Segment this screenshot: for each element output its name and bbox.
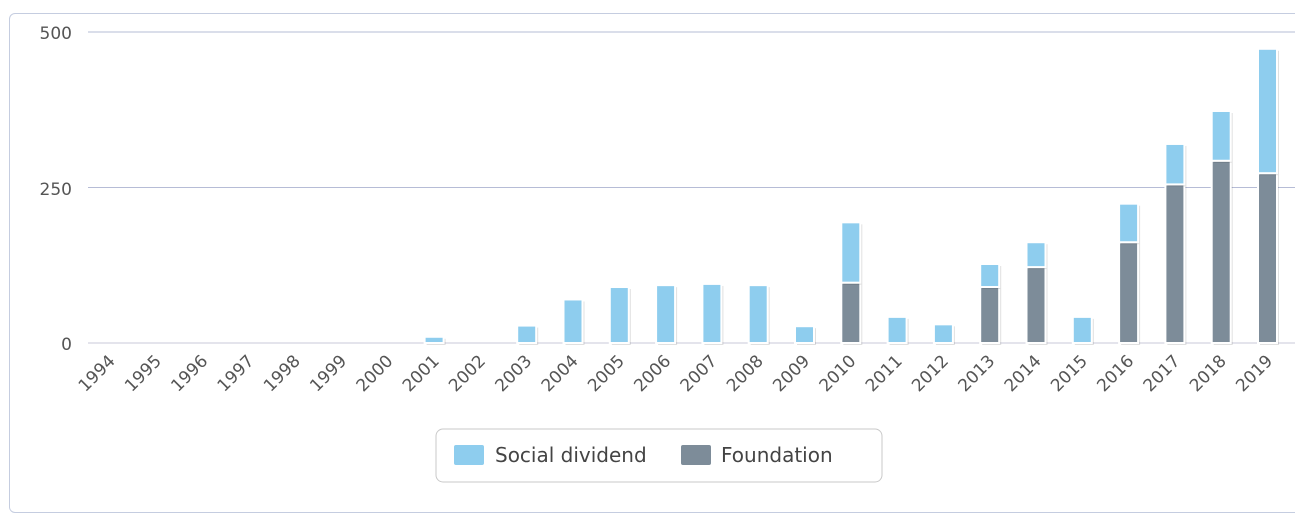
legend-item-foundation[interactable]: Foundation <box>681 443 833 467</box>
bar-social-dividend-2015[interactable] <box>1071 315 1093 345</box>
bar-social-dividend-2008[interactable] <box>747 284 769 344</box>
bar-social-dividend-2017[interactable] <box>1164 142 1186 186</box>
legend-box <box>435 428 883 483</box>
bar-social-dividend-2013[interactable] <box>979 263 1001 289</box>
bar-social-dividend-2003[interactable] <box>516 324 538 345</box>
bars <box>423 47 1279 345</box>
bar-foundation-2014[interactable] <box>1025 266 1047 344</box>
legend-swatch-social-dividend <box>454 445 484 465</box>
bar-social-dividend-2011[interactable] <box>886 315 908 345</box>
y-tick-label: 250 <box>40 180 72 200</box>
legend-label-social-dividend: Social dividend <box>495 443 647 467</box>
x-tick-label: 2013 <box>955 351 1000 396</box>
x-tick-label: 2016 <box>1093 351 1138 396</box>
legend: Social dividend Foundation <box>435 428 883 483</box>
y-axis: 0 250 500 <box>40 24 72 355</box>
x-tick-label: 1997 <box>214 351 259 396</box>
x-tick-label: 2009 <box>769 351 814 396</box>
bar-foundation-2016[interactable] <box>1118 241 1140 344</box>
x-tick-label: 2005 <box>584 351 629 396</box>
x-tick-label: 1994 <box>75 351 120 396</box>
bar-social-dividend-2009[interactable] <box>794 325 815 344</box>
bar-foundation-2013[interactable] <box>979 286 1001 344</box>
x-tick-label: 2012 <box>908 351 953 396</box>
bar-social-dividend-2014[interactable] <box>1025 241 1047 269</box>
y-tick-label: 500 <box>40 24 72 44</box>
bar-social-dividend-2010[interactable] <box>840 221 862 284</box>
x-tick-label: 2019 <box>1232 351 1277 396</box>
x-tick-label: 2018 <box>1186 351 1231 396</box>
x-tick-label: 2011 <box>862 351 907 396</box>
x-tick-label: 1999 <box>306 351 351 396</box>
x-tick-label: 2007 <box>677 351 722 396</box>
legend-label-foundation: Foundation <box>721 443 833 467</box>
bar-social-dividend-2005[interactable] <box>608 286 630 344</box>
legend-swatch-foundation <box>681 445 711 465</box>
x-tick-label: 2002 <box>445 351 490 396</box>
x-tick-label: 1995 <box>121 351 166 396</box>
x-tick-label: 1996 <box>167 351 212 396</box>
bar-foundation-2019[interactable] <box>1257 172 1278 344</box>
bar-social-dividend-2012[interactable] <box>932 323 954 344</box>
x-tick-label: 2015 <box>1047 351 1092 396</box>
x-tick-label: 2010 <box>816 351 861 396</box>
x-axis: 1994 1995 1996 1997 1998 1999 2000 2001 2002 2003… <box>75 351 1277 396</box>
x-tick-label: 2003 <box>492 351 537 396</box>
x-tick-label: 2008 <box>723 351 768 396</box>
x-tick-label: 2006 <box>630 351 675 396</box>
x-tick-label: 2001 <box>399 351 444 396</box>
x-tick-label: 2017 <box>1140 351 1185 396</box>
bar-social-dividend-2016[interactable] <box>1118 202 1140 244</box>
bar-foundation-2010[interactable] <box>840 281 862 344</box>
bar-social-dividend-2018[interactable] <box>1210 109 1232 162</box>
x-tick-label: 2004 <box>538 351 583 396</box>
bar-foundation-2018[interactable] <box>1210 159 1232 344</box>
bar-social-dividend-2019[interactable] <box>1257 47 1278 175</box>
gridlines <box>88 31 1295 344</box>
bar-social-dividend-2004[interactable] <box>562 298 584 344</box>
legend-item-social-dividend[interactable]: Social dividend <box>454 443 647 467</box>
bar-foundation-2017[interactable] <box>1164 183 1186 344</box>
y-tick-label: 0 <box>61 335 72 355</box>
x-tick-label: 2014 <box>1001 351 1046 396</box>
bar-social-dividend-2001[interactable] <box>423 335 445 344</box>
x-tick-label: 1998 <box>260 351 305 396</box>
bar-social-dividend-2006[interactable] <box>655 284 677 344</box>
bar-social-dividend-2007[interactable] <box>701 282 723 345</box>
x-tick-label: 2000 <box>353 351 398 396</box>
